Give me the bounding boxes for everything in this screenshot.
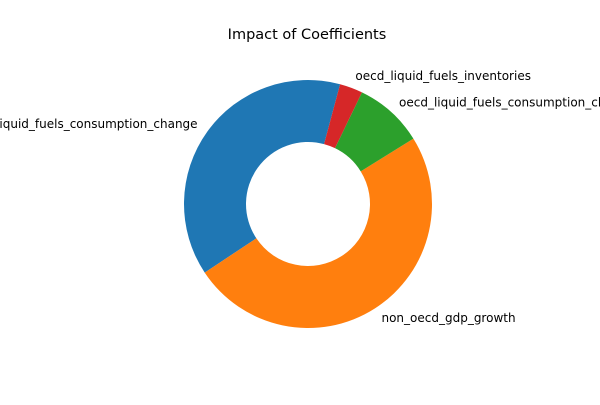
- slice-oecd-liquid-fuels-inventories: [324, 84, 362, 149]
- slice-oecd-liquid-fuels-consumption-change: [334, 92, 414, 172]
- slice-label-oecd-liquid-fuels-inventories: oecd_liquid_fuels_inventories: [355, 69, 531, 83]
- slice-label-non-oecd-gdp-growth: non_oecd_gdp_growth: [381, 311, 515, 325]
- slice-non-oecd-liquid-fuels-consumption-change: [184, 79, 341, 273]
- slice-label-oecd-liquid-fuels-consumption-change: oecd_liquid_fuels_consumption_change: [399, 95, 600, 109]
- donut-slices: [184, 79, 432, 328]
- chart-title: Impact of Coefficients: [228, 27, 387, 43]
- slice-non-oecd-gdp-growth: [204, 138, 432, 328]
- slice-labels: non_oecd_liquid_fuels_consumption_change…: [0, 69, 600, 325]
- slice-label-non-oecd-liquid-fuels-consumption-change: non_oecd_liquid_fuels_consumption_change: [0, 117, 198, 131]
